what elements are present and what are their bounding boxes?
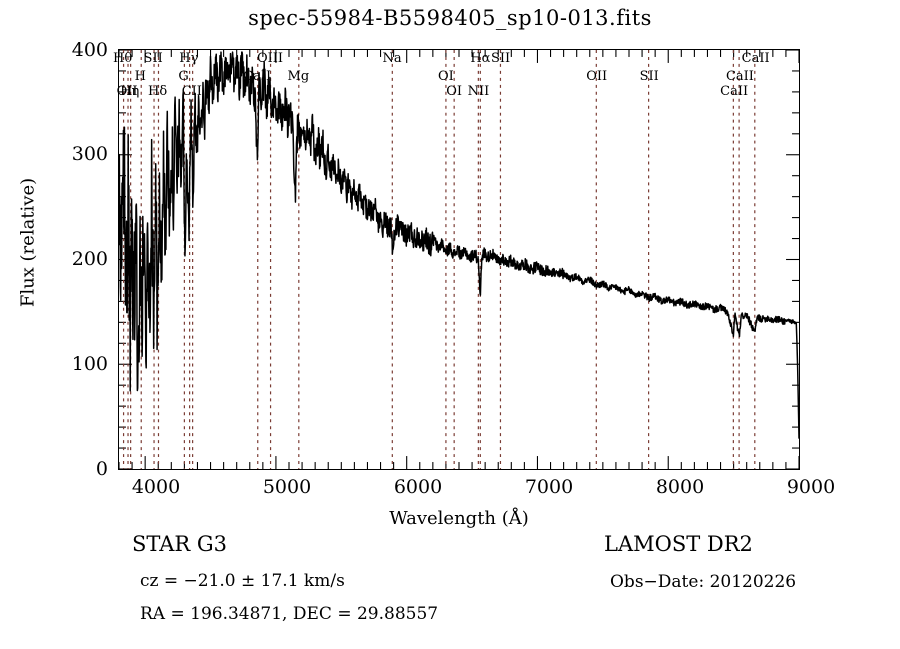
line-marker-label: Hγ xyxy=(179,51,199,66)
x-tick-label-6000: 6000 xyxy=(393,476,443,498)
line-marker-label: OII xyxy=(586,69,608,84)
line-marker-label: Mg xyxy=(287,69,310,84)
x-tick-label-8000: 8000 xyxy=(655,476,705,498)
line-marker-label: OII xyxy=(116,84,138,99)
plot-clip xyxy=(119,50,799,469)
y-axis-title: Flux (relative) xyxy=(17,177,39,308)
line-marker-label: CaII xyxy=(725,69,754,84)
line-marker-label: G xyxy=(178,69,189,84)
y-tick-label-0: 0 xyxy=(95,458,108,480)
object-class-label: STAR G3 xyxy=(132,532,228,556)
x-tick-label-4000: 4000 xyxy=(131,476,181,498)
redshift-velocity: cz = −21.0 ± 17.1 km/s xyxy=(140,571,345,591)
x-axis-title: Wavelength (Å) xyxy=(389,508,529,529)
spectrum-canvas xyxy=(119,50,799,469)
line-marker-label: OI xyxy=(437,69,454,84)
line-marker-label: CaII xyxy=(720,84,749,99)
x-tick-label-9000: 9000 xyxy=(786,476,836,498)
x-tick-label-5000: 5000 xyxy=(262,476,312,498)
line-marker-label: OIII xyxy=(256,51,284,66)
line-marker-label: Hδ xyxy=(148,84,168,99)
y-tick-label-100: 100 xyxy=(71,353,108,375)
line-marker-label: Hη xyxy=(120,84,140,99)
survey-label: LAMOST DR2 xyxy=(604,532,753,556)
line-marker-label: H xyxy=(134,69,146,84)
line-marker-label: CaII xyxy=(741,51,770,66)
axis-ticks xyxy=(119,50,799,469)
page-title: spec-55984-B5598405_sp10-013.fits xyxy=(248,6,652,30)
line-marker-label: OI xyxy=(446,84,463,99)
line-marker-label: Hθ xyxy=(112,51,133,66)
line-marker-label: SII xyxy=(490,51,511,66)
plot-area xyxy=(118,49,800,470)
x-tick-label-7000: 7000 xyxy=(524,476,574,498)
y-tick-label-300: 300 xyxy=(71,143,108,165)
line-marker-label: NII xyxy=(467,84,490,99)
observation-date: Obs−Date: 20120226 xyxy=(610,572,797,592)
line-marker-label: CaII xyxy=(243,69,272,84)
line-marker-label: CII xyxy=(181,84,202,99)
line-marker-label: SII xyxy=(639,69,659,84)
line-marker-label: SII xyxy=(143,51,163,66)
y-tick-label-200: 200 xyxy=(71,248,108,270)
line-marker-label: Na xyxy=(382,51,402,66)
marker-lines xyxy=(122,50,756,469)
coordinates: RA = 196.34871, DEC = 29.88557 xyxy=(140,604,439,624)
spectrum-trace xyxy=(119,51,799,439)
line-marker-label: Hα xyxy=(470,51,491,66)
y-tick-label-400: 400 xyxy=(71,39,108,61)
